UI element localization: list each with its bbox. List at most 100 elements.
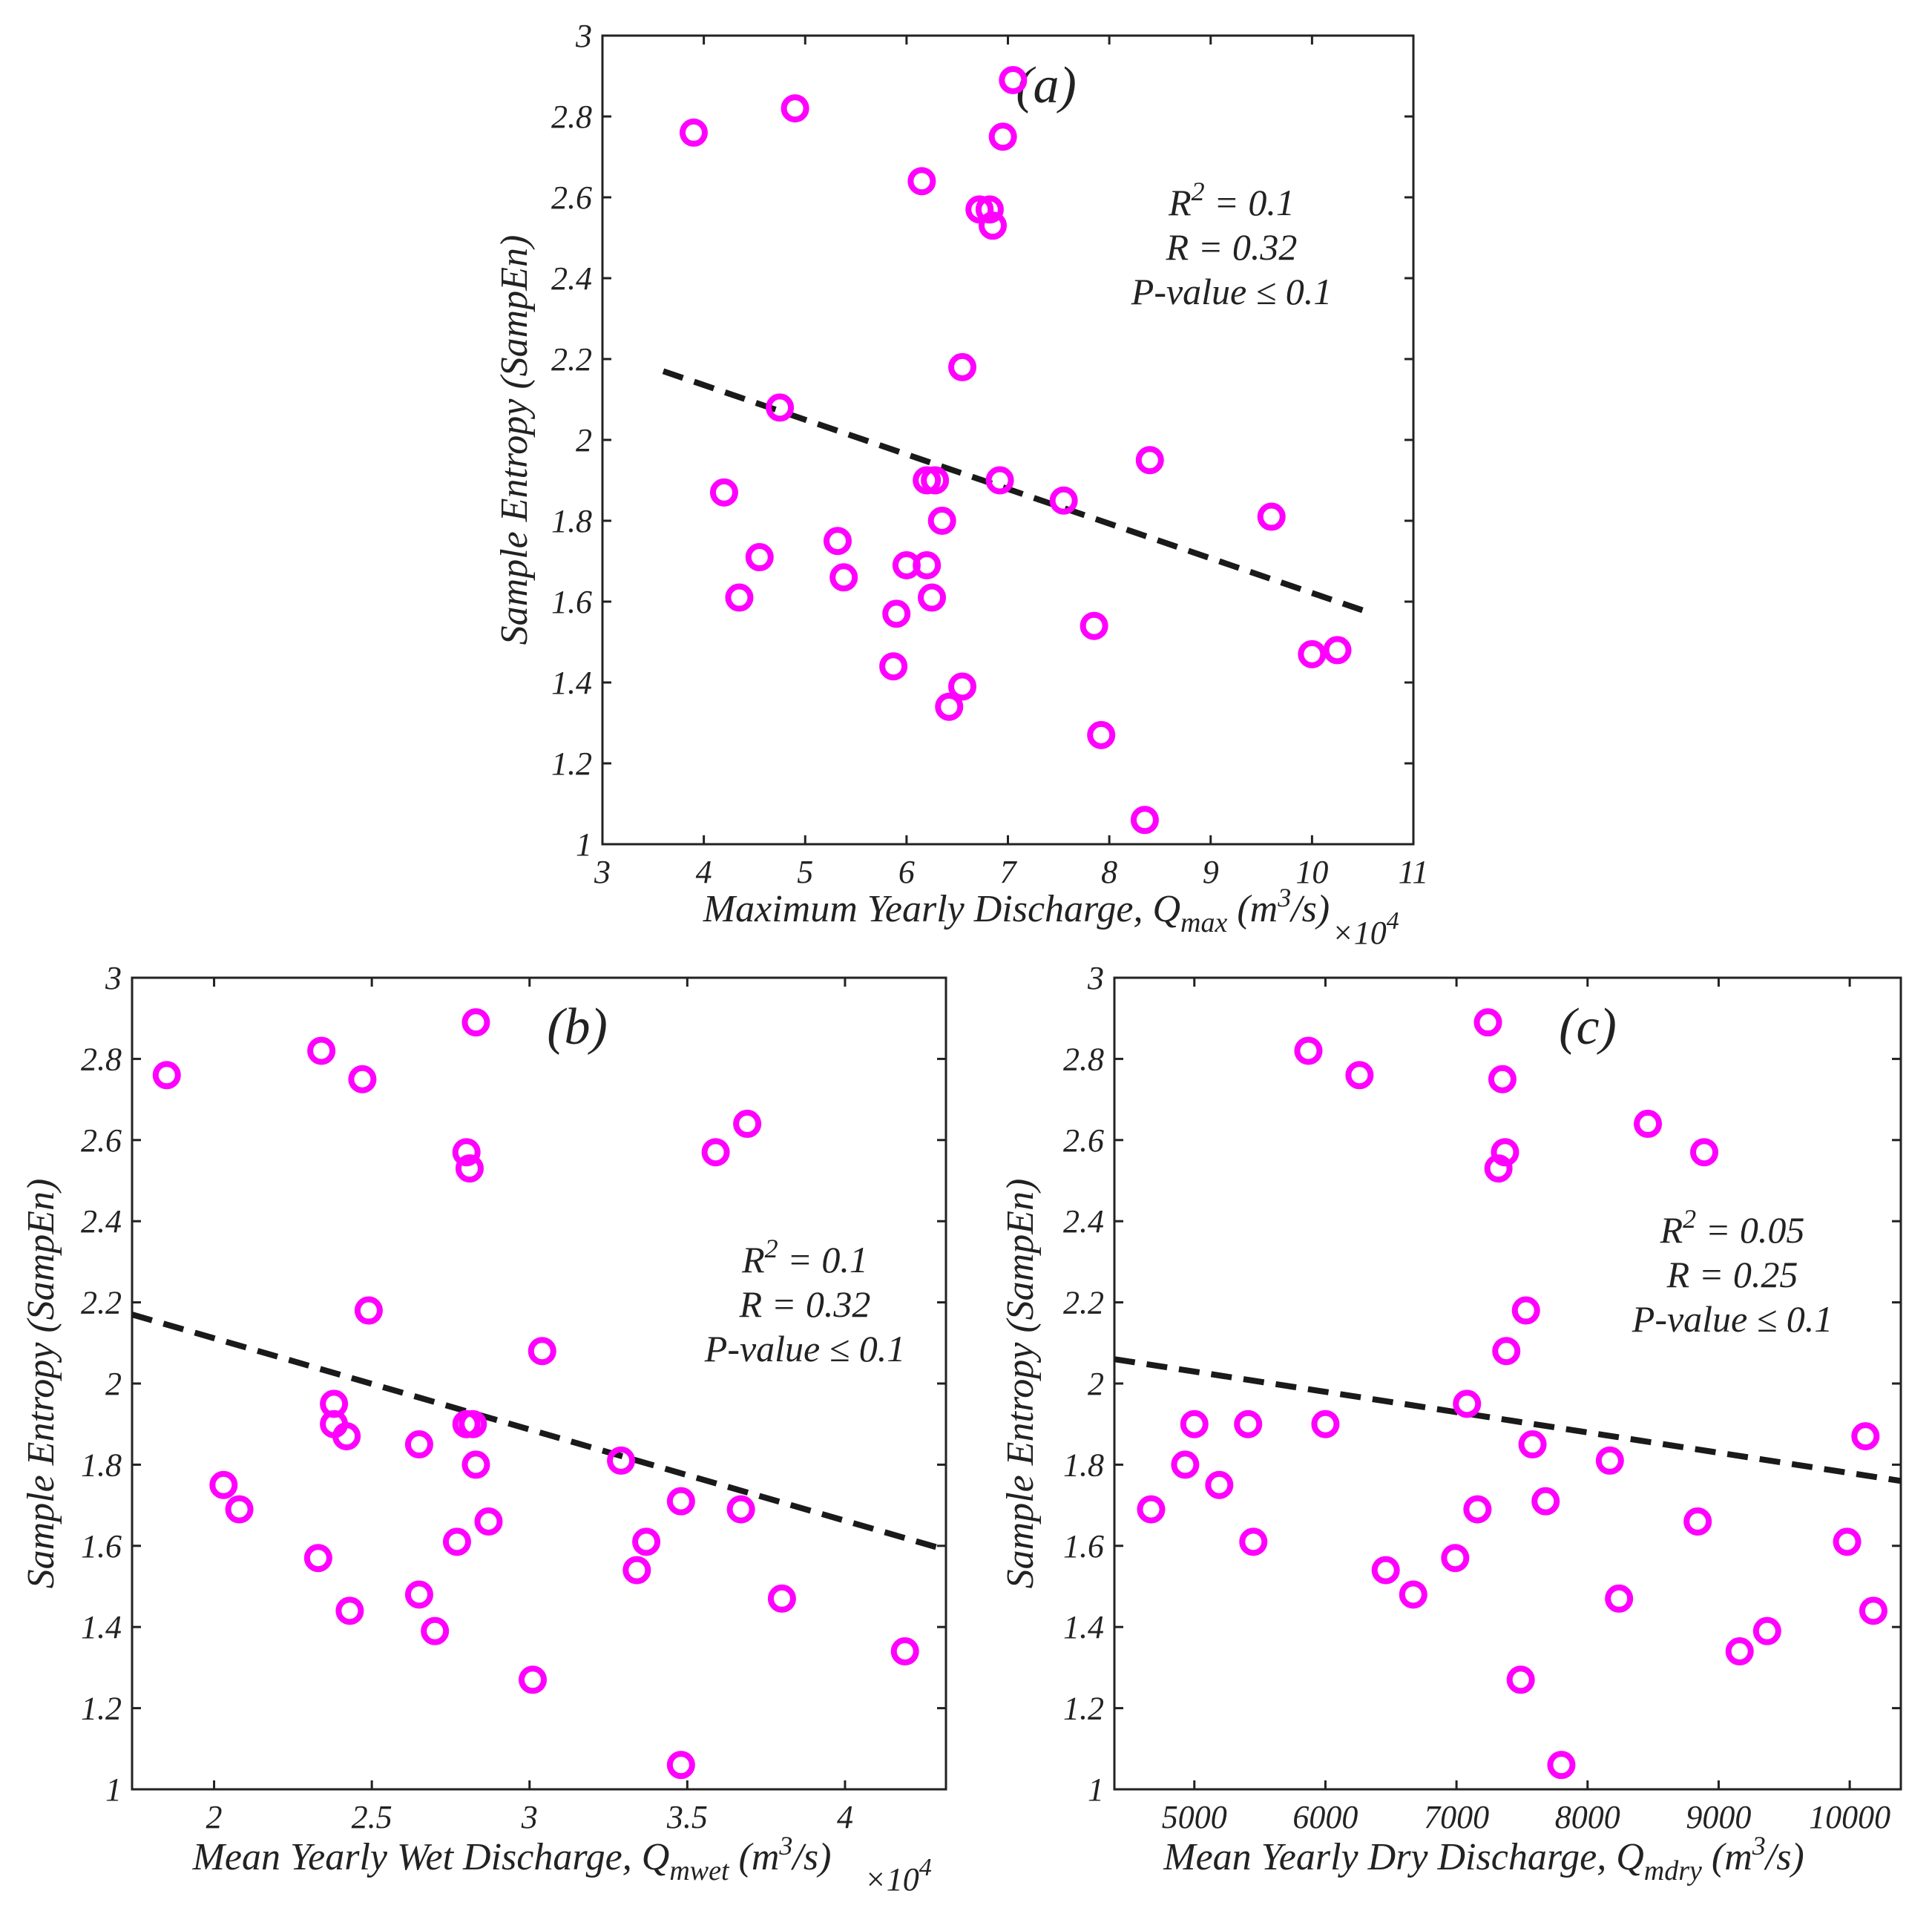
x-tick-label: 8000 xyxy=(1555,1799,1620,1835)
data-point xyxy=(1453,1389,1482,1418)
data-point xyxy=(890,1637,919,1666)
data-point xyxy=(935,692,964,721)
x-tick-label: 5000 xyxy=(1162,1799,1227,1835)
data-point xyxy=(335,1596,364,1625)
data-point xyxy=(1171,1450,1200,1479)
data-point xyxy=(985,466,1014,495)
data-point xyxy=(1518,1430,1547,1459)
data-point xyxy=(1087,720,1116,749)
stat-p-value: P-value ≤ 0.1 xyxy=(1131,271,1332,312)
y-tick-label: 1.4 xyxy=(1063,1609,1104,1645)
panel-b: 1 1.2 1.4 1.6 1.8 2 2.2 2.4 2.6 2.8 3 2 2.5 3 3.5 4 Samp… xyxy=(20,960,947,1898)
x-axis-label-unit-end: /s) xyxy=(790,1836,831,1878)
data-point xyxy=(1851,1422,1880,1451)
data-point xyxy=(927,507,956,535)
x-axis-label: Mean Yearly Dry Discharge, Qmdry (m3/s) xyxy=(1163,1831,1804,1886)
data-point xyxy=(1484,1154,1513,1183)
x-axis-multiplier: ×104 xyxy=(864,1854,932,1898)
data-point xyxy=(1492,1337,1521,1366)
data-point xyxy=(1298,639,1327,668)
y-tick-label: 2.4 xyxy=(81,1203,122,1240)
stat-r-squared: R2 = 0.1 xyxy=(741,1234,868,1280)
data-point xyxy=(1506,1665,1535,1694)
x-axis-label-text: Mean Yearly Dry Discharge, Q xyxy=(1163,1836,1644,1878)
stat-r: R = 0.32 xyxy=(739,1283,871,1325)
data-point xyxy=(666,1751,695,1780)
data-point xyxy=(1135,446,1164,475)
x-axis-label-text: Maximum Yearly Discharge, Q xyxy=(703,888,1180,930)
data-point xyxy=(1595,1446,1624,1475)
y-tick-label: 2.4 xyxy=(1063,1203,1104,1240)
x-tick-label: 6000 xyxy=(1292,1799,1358,1835)
data-point xyxy=(622,1556,651,1585)
data-point xyxy=(921,466,950,495)
y-tick-label: 2 xyxy=(105,1366,122,1402)
x-tick-label: 3 xyxy=(521,1799,538,1835)
data-point xyxy=(354,1296,383,1325)
x-axis-label-superscript: 3 xyxy=(1752,1831,1766,1861)
stat-r-squared: R2 = 0.05 xyxy=(1660,1204,1805,1251)
x-axis-label-unit-end: /s) xyxy=(1764,1836,1804,1878)
data-point xyxy=(1323,636,1352,665)
x-axis-label-unit: (m xyxy=(1227,888,1278,930)
data-point xyxy=(767,1584,796,1613)
stat-r-squared-exponent: 2 xyxy=(765,1234,778,1263)
data-point xyxy=(1257,502,1286,531)
data-point xyxy=(979,211,1008,240)
y-tick-label: 2.8 xyxy=(551,99,592,135)
x-tick-label: 8 xyxy=(1101,854,1117,890)
x-axis-multiplier-base: ×10 xyxy=(1332,915,1387,951)
data-point xyxy=(988,122,1017,151)
y-tick-label: 1.8 xyxy=(551,503,592,539)
data-point xyxy=(1399,1580,1427,1609)
panel-label: (c) xyxy=(1559,999,1617,1056)
y-tick-label: 2.6 xyxy=(551,180,592,216)
x-tick-label: 4 xyxy=(696,854,712,890)
data-point xyxy=(607,1446,636,1475)
data-point xyxy=(666,1487,695,1516)
data-point xyxy=(332,1422,361,1451)
data-point xyxy=(745,543,774,572)
x-axis-label-subscript: mdry xyxy=(1644,1855,1702,1886)
data-point xyxy=(823,527,852,556)
data-point xyxy=(882,599,911,628)
data-point xyxy=(907,167,936,196)
x-axis-multiplier-exponent: 4 xyxy=(1387,907,1399,935)
y-tick-label: 2.2 xyxy=(1063,1285,1104,1321)
x-tick-label: 3 xyxy=(594,854,611,890)
data-point xyxy=(1234,1409,1263,1438)
y-tick-label: 2.2 xyxy=(551,341,592,378)
y-tick-label: 2.6 xyxy=(1063,1122,1104,1159)
data-point xyxy=(726,1495,755,1524)
data-point xyxy=(965,195,994,224)
data-point xyxy=(303,1544,332,1573)
x-axis-label: Mean Yearly Wet Discharge, Qmwet (m3/s) xyxy=(192,1831,832,1886)
x-tick-label: 2.5 xyxy=(352,1799,392,1835)
data-point xyxy=(1080,611,1108,640)
y-tick-label: 2.8 xyxy=(81,1041,122,1077)
data-point xyxy=(461,1008,490,1037)
x-tick-label: 3.5 xyxy=(666,1799,708,1835)
y-tick-label: 1.8 xyxy=(81,1447,122,1483)
x-tick-label: 7 xyxy=(1000,854,1018,890)
data-point xyxy=(225,1495,254,1524)
panel-label: (b) xyxy=(547,999,608,1056)
data-point xyxy=(1311,1409,1340,1438)
data-point xyxy=(528,1337,556,1366)
data-point xyxy=(404,1430,433,1459)
y-tick-label: 3 xyxy=(575,18,592,54)
y-tick-label: 1.6 xyxy=(551,584,592,620)
x-axis-multiplier-exponent: 4 xyxy=(919,1854,932,1881)
data-point xyxy=(913,550,942,579)
data-point xyxy=(404,1580,433,1609)
data-point xyxy=(1345,1061,1374,1090)
y-tick-label: 1 xyxy=(1088,1772,1104,1808)
y-tick-label: 1.2 xyxy=(81,1691,122,1727)
data-point xyxy=(1239,1527,1268,1556)
data-point xyxy=(209,1470,238,1499)
data-point xyxy=(1547,1751,1576,1780)
y-tick-label: 1 xyxy=(105,1772,122,1808)
data-point xyxy=(1137,1495,1166,1524)
data-point xyxy=(1371,1556,1400,1585)
